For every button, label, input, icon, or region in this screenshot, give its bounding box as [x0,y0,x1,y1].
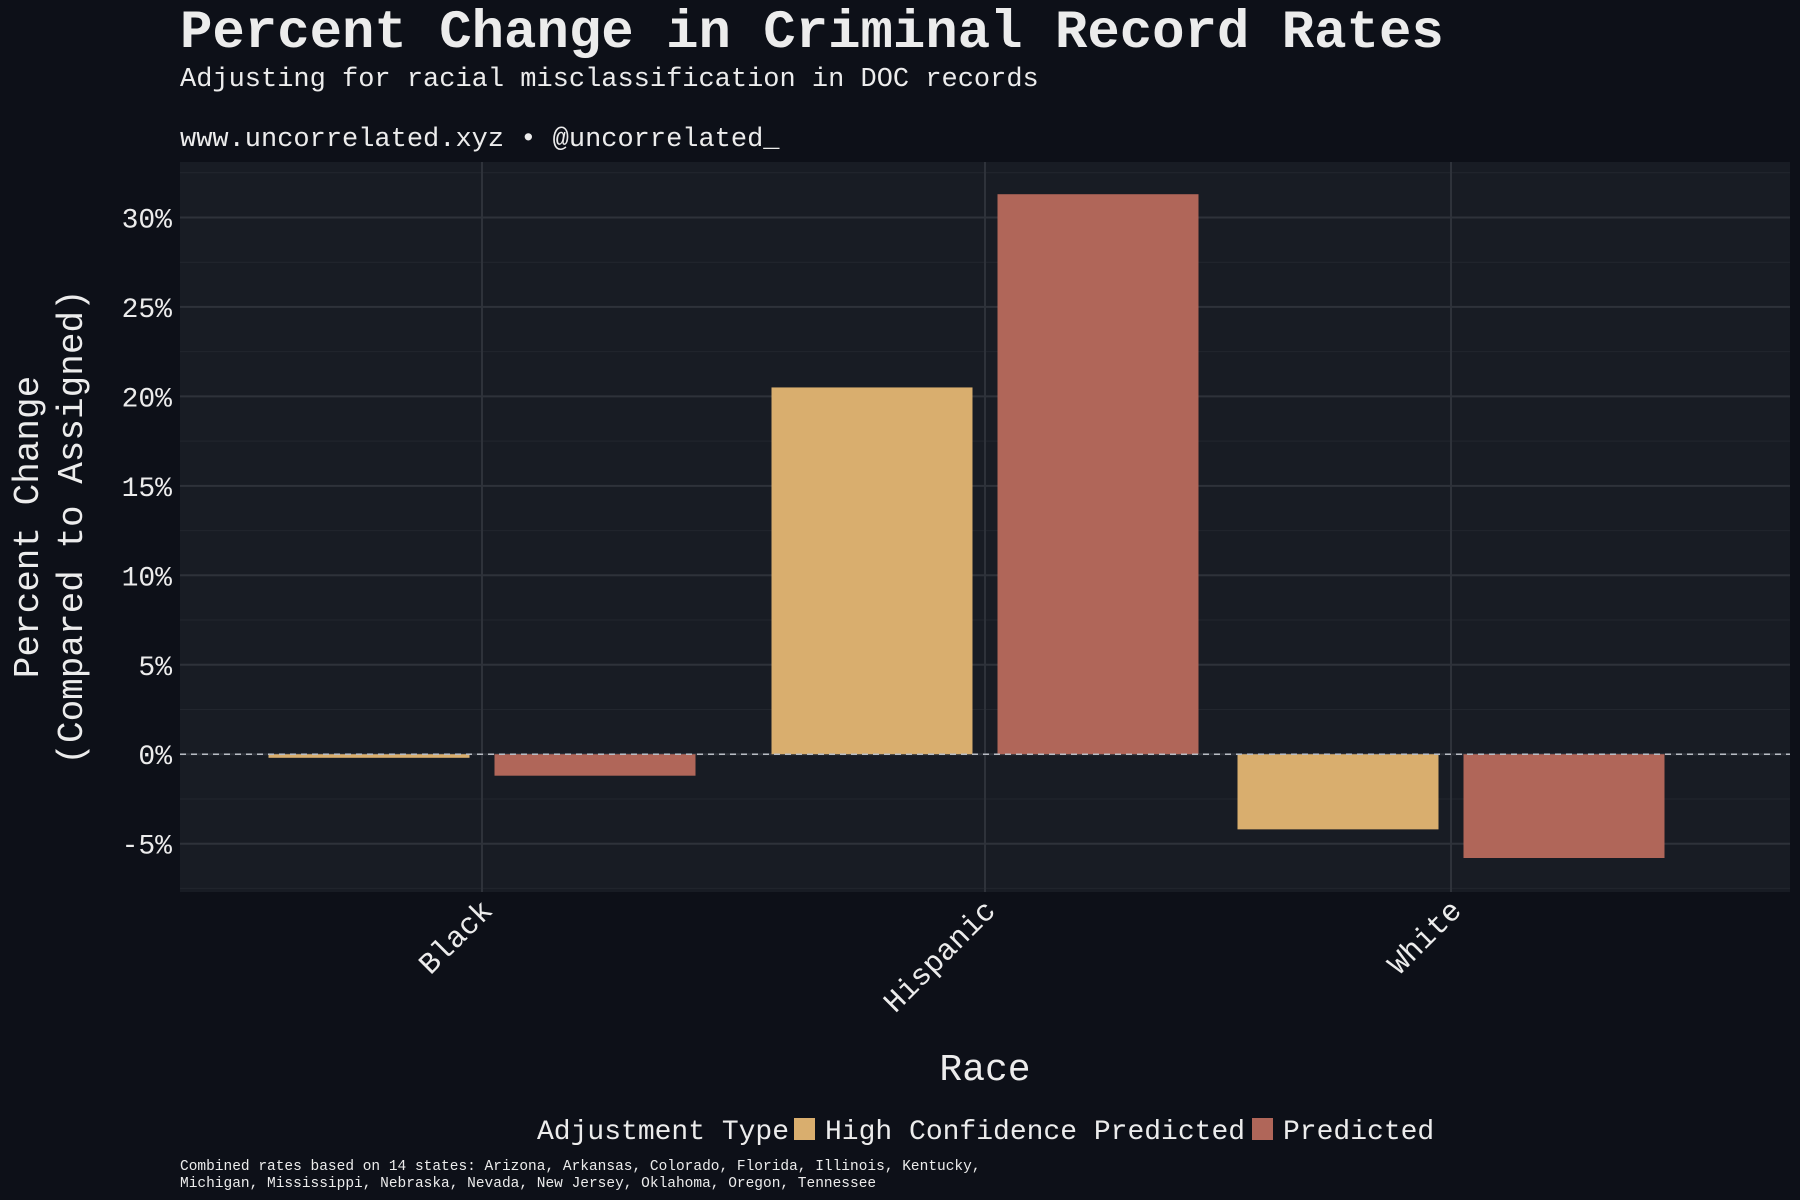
bar-hispanic-predicted [997,194,1199,755]
y-tick-labels: -5% 0% 5% 10% 15% 20% 25% 30% [122,205,173,862]
y-tick-label: 0% [138,742,172,773]
y-axis-label-line1: Percent Change [8,376,49,678]
bar-black-high-confidence [268,754,470,758]
y-tick-label: 30% [122,205,173,236]
chart-subtitle: Adjusting for racial misclassification i… [180,65,1039,95]
x-tick-label: White [1382,895,1470,983]
chart-title: Percent Change in Criminal Record Rates [180,3,1444,64]
bar-black-predicted [494,754,696,776]
legend-title: Adjustment Type [537,1117,789,1148]
legend-label-predicted: Predicted [1283,1117,1434,1148]
legend-swatch-predicted [1252,1118,1273,1140]
bar-white-predicted [1463,754,1665,859]
y-tick-label: 10% [122,563,173,594]
y-tick-label: 5% [138,653,172,684]
y-tick-label: -5% [122,832,173,863]
caption-line2: Michigan, Mississippi, Nebraska, Nevada,… [180,1176,876,1192]
y-tick-label: 15% [122,474,173,505]
y-axis-label-line2: (Compared to Assigned) [52,289,93,764]
legend-swatch-high-confidence [794,1118,815,1140]
y-tick-label: 20% [122,384,173,415]
x-tick-labels: Black Hispanic White [413,895,1470,1021]
legend-label-high-confidence: High Confidence Predicted [825,1117,1245,1148]
x-axis-label: Race [939,1049,1030,1092]
source-line: www.uncorrelated.xyz • @uncorrelated_ [180,125,780,155]
caption-line1: Combined rates based on 14 states: Arizo… [180,1159,981,1175]
bar-white-high-confidence [1237,754,1439,830]
y-tick-label: 25% [122,295,173,326]
legend: Adjustment Type High Confidence Predicte… [537,1117,1434,1148]
bar-hispanic-high-confidence [771,387,973,755]
x-tick-label: Hispanic [878,895,1004,1021]
x-tick-label: Black [413,895,501,983]
bars [268,194,1665,859]
